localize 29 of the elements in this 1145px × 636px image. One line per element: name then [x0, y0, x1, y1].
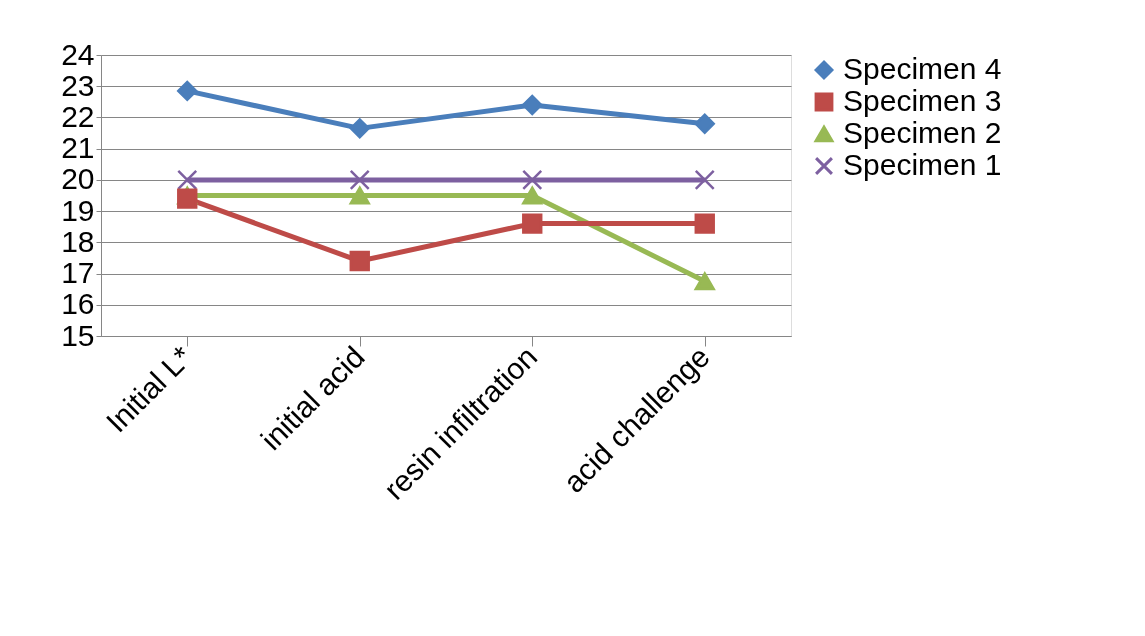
y-tick-label: 23	[61, 68, 95, 102]
y-tick-label: 22	[61, 99, 95, 133]
y-tick-label: 16	[61, 287, 95, 321]
y-tick-label: 18	[61, 224, 95, 258]
y-tick-label: 19	[61, 193, 95, 227]
legend-label: Specimen 4	[843, 52, 1002, 85]
point	[522, 94, 543, 116]
y-tick-label: 17	[61, 256, 95, 290]
point	[522, 169, 543, 191]
point	[349, 118, 370, 139]
point	[349, 250, 370, 272]
point	[177, 169, 198, 191]
point	[349, 169, 370, 191]
y-tick-label: 24	[61, 37, 95, 71]
legend-label: Specimen 3	[843, 84, 1002, 117]
point	[177, 188, 198, 209]
point	[177, 80, 198, 102]
point	[522, 213, 543, 234]
point	[522, 186, 543, 205]
y-tick-label: 21	[61, 131, 95, 165]
y-tick-label: 20	[61, 162, 95, 196]
point	[694, 169, 715, 191]
y-tick-label: 15	[61, 318, 95, 352]
point	[349, 186, 370, 205]
legend-label: Specimen 2	[843, 116, 1002, 149]
point	[694, 113, 715, 134]
point	[694, 213, 715, 234]
point	[694, 272, 715, 291]
legend-label: Specimen 1	[843, 148, 1002, 181]
